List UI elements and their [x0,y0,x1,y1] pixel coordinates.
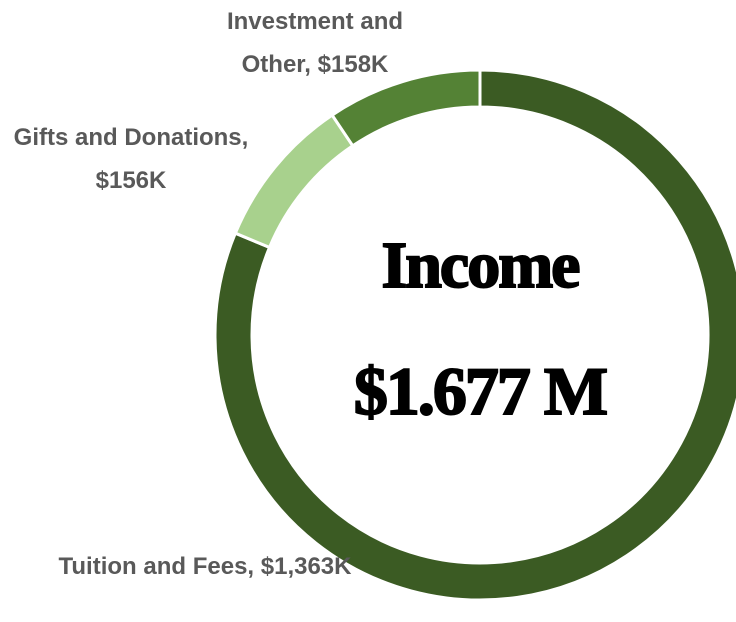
data-label: Gifts and Donations, $156K [13,124,249,194]
center-title: Income [381,228,582,303]
center-subtitle: $1.677 M [353,352,609,430]
data-label: Investment and Other, $158K [226,8,404,78]
donut-segment [330,68,482,148]
donut-segment [213,68,736,602]
data-label: Tuition and Fees, $1,363K [58,553,352,580]
